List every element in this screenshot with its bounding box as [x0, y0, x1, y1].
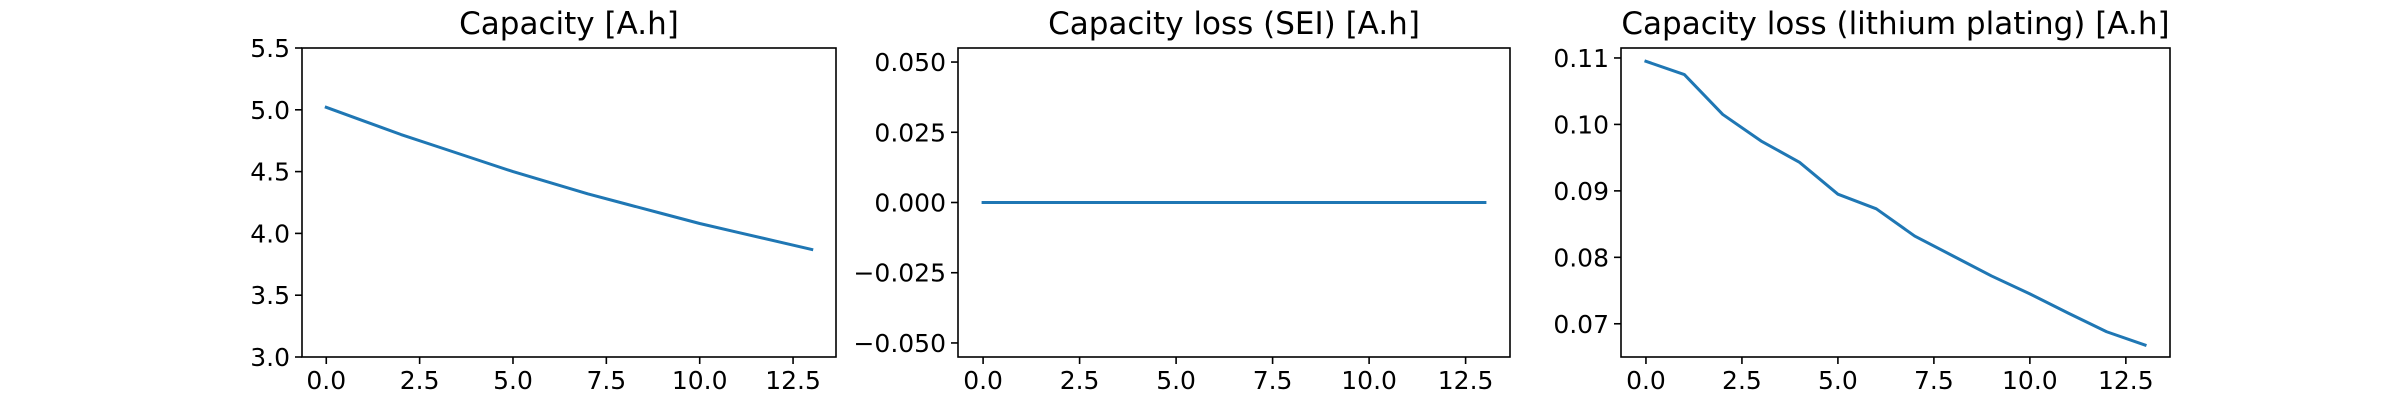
x-tick-label: 2.5: [400, 366, 440, 395]
x-tick-label: 2.5: [1722, 366, 1762, 395]
x-tick-label: 5.0: [493, 366, 533, 395]
subplot-capacity-loss-lithium-plating: Capacity loss (lithium plating) [A.h] 0.0…: [1553, 6, 2171, 395]
x-tick-label: 10.0: [1341, 366, 1397, 395]
x-tick-label: 5.0: [1818, 366, 1858, 395]
x-tick-label: 5.0: [1156, 366, 1196, 395]
y-tick-label: 0.10: [1553, 110, 1609, 139]
series-line: [324, 105, 814, 252]
y-tick-label: 5.0: [250, 96, 290, 125]
y-tick-label: 0.07: [1553, 310, 1609, 339]
y-tick-label: 0.000: [874, 189, 946, 218]
y-tick-label: 0.050: [874, 48, 946, 77]
x-tick-label: 10.0: [672, 366, 728, 395]
y-tick-label: −0.025: [853, 259, 946, 288]
x-tick-label: 2.5: [1060, 366, 1100, 395]
y-tick-label: 0.09: [1553, 177, 1609, 206]
plot-frame: [1620, 47, 2171, 358]
chart-title: Capacity [A.h]: [459, 6, 679, 42]
x-tick-label: 10.0: [2002, 366, 2058, 395]
subplot-capacity: Capacity [A.h] 0.0 2.5 5.0 7.5 10.0 12.5 3.0 3.5…: [250, 6, 837, 395]
x-tick-label: 0.0: [1626, 366, 1666, 395]
y-tick-label: 0.025: [874, 118, 946, 147]
x-tick-label: 7.5: [1253, 366, 1293, 395]
plot-frame: [301, 47, 837, 358]
x-tick-label: 12.5: [765, 366, 821, 395]
y-tick-label: 5.5: [250, 34, 290, 63]
y-tick-label: −0.050: [853, 329, 946, 358]
y-tick-label: 0.11: [1553, 44, 1609, 73]
x-tick-label: 12.5: [2098, 366, 2154, 395]
chart-title: Capacity loss (lithium plating) [A.h]: [1621, 6, 2169, 42]
y-tick-label: 3.5: [250, 281, 290, 310]
series-line: [1644, 59, 2147, 347]
x-tick-label: 7.5: [1914, 366, 1954, 395]
y-tick-label: 0.08: [1553, 243, 1609, 272]
x-tick-label: 12.5: [1438, 366, 1494, 395]
y-tick-label: 4.5: [250, 158, 290, 187]
chart-title: Capacity loss (SEI) [A.h]: [1048, 6, 1420, 42]
x-tick-label: 0.0: [306, 366, 346, 395]
y-tick-label: 4.0: [250, 219, 290, 248]
subplot-capacity-loss-sei: Capacity loss (SEI) [A.h] 0.0 2.5 5.0 7.5 10.…: [853, 6, 1511, 395]
x-tick-label: 0.0: [963, 366, 1003, 395]
x-tick-label: 7.5: [586, 366, 626, 395]
y-tick-label: 3.0: [250, 343, 290, 372]
